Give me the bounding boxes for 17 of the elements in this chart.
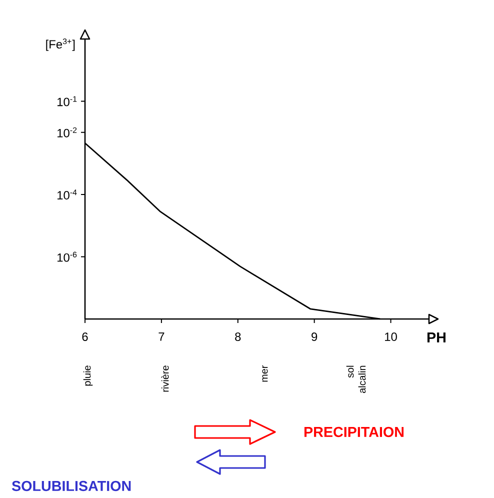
text: SOLUBILISATION xyxy=(12,480,131,492)
x-tick-label: 10 xyxy=(385,332,397,341)
text: sol alcalin xyxy=(346,366,366,394)
x-tick-label: 6 xyxy=(82,332,88,341)
x-tick-label: 7 xyxy=(158,332,164,341)
y-tick-label: 10$^{-1}$ xyxy=(58,96,77,106)
y-axis-title: [Fe$^{3+}$] xyxy=(46,38,75,51)
x-tick-label: 8 xyxy=(235,332,241,341)
x-tick-label: 9 xyxy=(312,332,318,341)
text: PRECIPITAION xyxy=(304,426,404,438)
y-tick-label: 10$^{-6}$ xyxy=(58,252,77,262)
text: pluie xyxy=(83,366,93,386)
y-tick-label: 10$^{-2}$ xyxy=(58,127,77,138)
text: mer xyxy=(262,365,268,382)
x-axis-title: PH xyxy=(427,332,446,342)
text: rivière xyxy=(161,366,169,392)
y-tick-label: 10$^{-4}$ xyxy=(58,190,77,200)
